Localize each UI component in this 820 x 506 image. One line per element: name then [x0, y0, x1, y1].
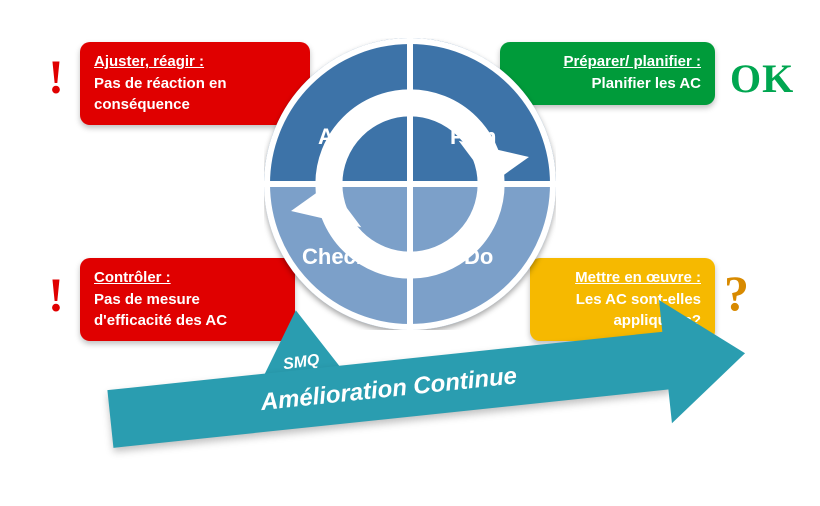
exclaim-top-icon: ! [48, 50, 64, 105]
callout-check-body: Pas de mesure d'efficacité des AC [94, 291, 227, 328]
ok-label: OK [730, 55, 794, 102]
pdca-circle: Act Plan Check Do [264, 38, 556, 330]
exclaim-bottom-icon: ! [48, 268, 64, 323]
improvement-arrow-label: Amélioration Continue [259, 362, 518, 417]
cycle-arrows-icon [264, 38, 556, 330]
callout-plan-body: Planifier les AC [592, 75, 701, 92]
callout-act-body: Pas de réaction en conséquence [94, 75, 227, 112]
improvement-arrow-bar: Amélioration Continue [107, 332, 670, 448]
callout-check-title: Contrôler : [94, 268, 281, 288]
improvement-arrow-head [659, 292, 752, 424]
callout-do-title: Mettre en œuvre : [544, 268, 701, 288]
